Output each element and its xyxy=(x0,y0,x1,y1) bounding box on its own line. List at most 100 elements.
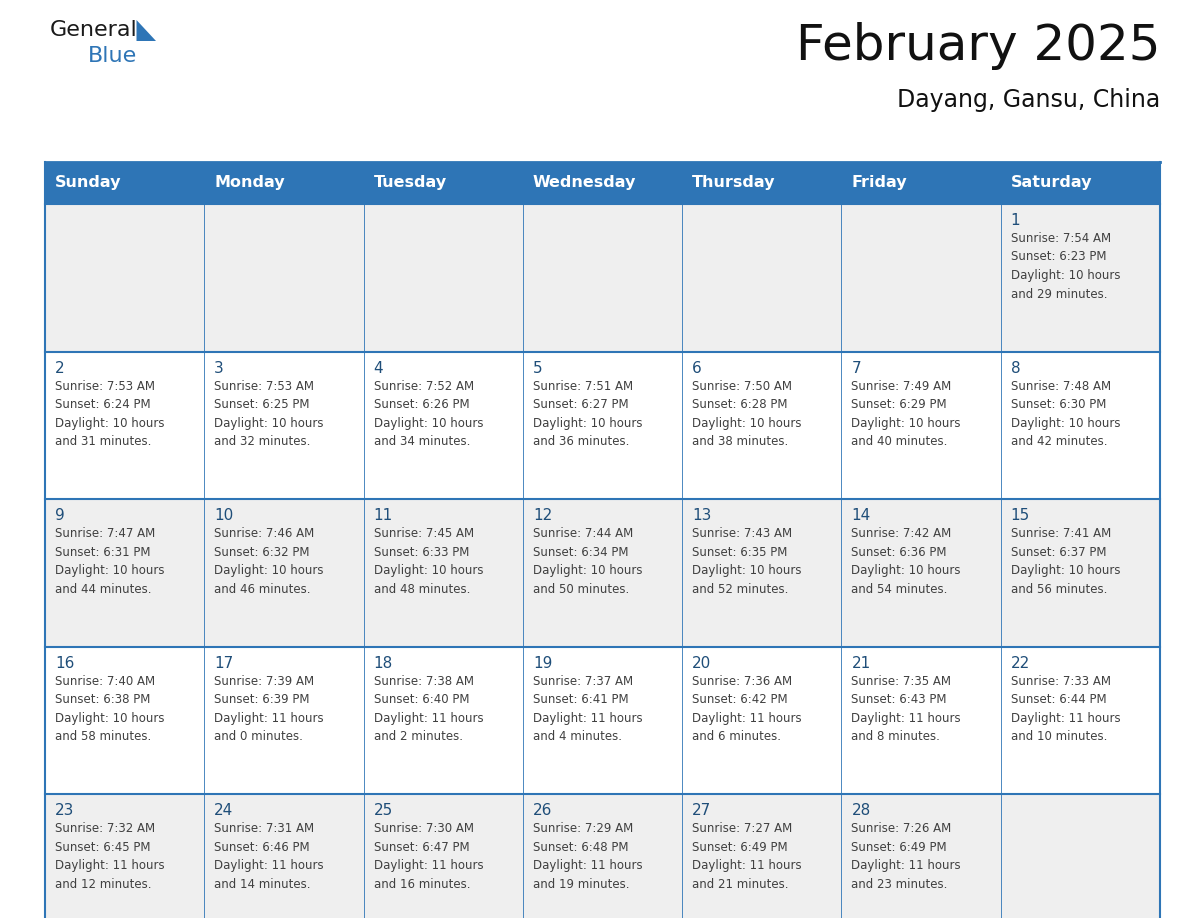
Text: Sunset: 6:27 PM: Sunset: 6:27 PM xyxy=(533,398,628,411)
Text: 7: 7 xyxy=(852,361,861,375)
Text: Sunset: 6:26 PM: Sunset: 6:26 PM xyxy=(373,398,469,411)
Bar xyxy=(45,794,1159,918)
Text: Sunrise: 7:36 AM: Sunrise: 7:36 AM xyxy=(693,675,792,688)
Text: Daylight: 10 hours: Daylight: 10 hours xyxy=(55,417,164,430)
Text: Sunset: 6:41 PM: Sunset: 6:41 PM xyxy=(533,693,628,706)
Text: Sunrise: 7:53 AM: Sunrise: 7:53 AM xyxy=(55,380,154,393)
Text: Sunset: 6:37 PM: Sunset: 6:37 PM xyxy=(1011,545,1106,559)
Text: Daylight: 10 hours: Daylight: 10 hours xyxy=(214,417,324,430)
Text: and 19 minutes.: and 19 minutes. xyxy=(533,878,630,890)
Text: Sunrise: 7:37 AM: Sunrise: 7:37 AM xyxy=(533,675,633,688)
Text: Sunset: 6:49 PM: Sunset: 6:49 PM xyxy=(852,841,947,854)
Text: Sunset: 6:47 PM: Sunset: 6:47 PM xyxy=(373,841,469,854)
Text: 4: 4 xyxy=(373,361,384,375)
Text: Sunset: 6:28 PM: Sunset: 6:28 PM xyxy=(693,398,788,411)
Text: Daylight: 10 hours: Daylight: 10 hours xyxy=(693,417,802,430)
Text: 28: 28 xyxy=(852,803,871,819)
Text: Sunset: 6:33 PM: Sunset: 6:33 PM xyxy=(373,545,469,559)
Text: Daylight: 10 hours: Daylight: 10 hours xyxy=(55,711,164,725)
Text: and 58 minutes.: and 58 minutes. xyxy=(55,731,151,744)
Text: and 38 minutes.: and 38 minutes. xyxy=(693,435,789,448)
Text: and 50 minutes.: and 50 minutes. xyxy=(533,583,630,596)
Text: Daylight: 10 hours: Daylight: 10 hours xyxy=(1011,565,1120,577)
Text: Sunset: 6:43 PM: Sunset: 6:43 PM xyxy=(852,693,947,706)
Text: Sunrise: 7:27 AM: Sunrise: 7:27 AM xyxy=(693,823,792,835)
Text: and 54 minutes.: and 54 minutes. xyxy=(852,583,948,596)
Text: Sunrise: 7:48 AM: Sunrise: 7:48 AM xyxy=(1011,380,1111,393)
Text: and 32 minutes.: and 32 minutes. xyxy=(214,435,310,448)
Text: and 6 minutes.: and 6 minutes. xyxy=(693,731,782,744)
Text: Daylight: 10 hours: Daylight: 10 hours xyxy=(533,565,643,577)
Text: Daylight: 11 hours: Daylight: 11 hours xyxy=(373,711,484,725)
Text: 6: 6 xyxy=(693,361,702,375)
Text: Sunset: 6:36 PM: Sunset: 6:36 PM xyxy=(852,545,947,559)
Text: 8: 8 xyxy=(1011,361,1020,375)
Text: Sunrise: 7:33 AM: Sunrise: 7:33 AM xyxy=(1011,675,1111,688)
Text: Sunrise: 7:29 AM: Sunrise: 7:29 AM xyxy=(533,823,633,835)
Text: 21: 21 xyxy=(852,655,871,671)
Text: Daylight: 11 hours: Daylight: 11 hours xyxy=(214,711,324,725)
Text: Sunrise: 7:54 AM: Sunrise: 7:54 AM xyxy=(1011,232,1111,245)
Text: Sunrise: 7:51 AM: Sunrise: 7:51 AM xyxy=(533,380,633,393)
Text: 19: 19 xyxy=(533,655,552,671)
Text: 11: 11 xyxy=(373,509,393,523)
Text: Sunset: 6:30 PM: Sunset: 6:30 PM xyxy=(1011,398,1106,411)
Text: and 2 minutes.: and 2 minutes. xyxy=(373,731,462,744)
Text: Sunset: 6:40 PM: Sunset: 6:40 PM xyxy=(373,693,469,706)
Text: Friday: Friday xyxy=(852,175,908,191)
Text: Sunset: 6:31 PM: Sunset: 6:31 PM xyxy=(55,545,151,559)
Text: 10: 10 xyxy=(214,509,234,523)
Text: Daylight: 11 hours: Daylight: 11 hours xyxy=(852,711,961,725)
Text: Daylight: 10 hours: Daylight: 10 hours xyxy=(852,417,961,430)
Text: 12: 12 xyxy=(533,509,552,523)
Text: Sunset: 6:49 PM: Sunset: 6:49 PM xyxy=(693,841,788,854)
Text: and 34 minutes.: and 34 minutes. xyxy=(373,435,470,448)
Text: Daylight: 11 hours: Daylight: 11 hours xyxy=(852,859,961,872)
Text: Sunset: 6:32 PM: Sunset: 6:32 PM xyxy=(214,545,310,559)
Text: 27: 27 xyxy=(693,803,712,819)
Text: General: General xyxy=(50,20,138,40)
Text: Sunrise: 7:52 AM: Sunrise: 7:52 AM xyxy=(373,380,474,393)
Text: 22: 22 xyxy=(1011,655,1030,671)
Text: Daylight: 10 hours: Daylight: 10 hours xyxy=(533,417,643,430)
Text: Daylight: 11 hours: Daylight: 11 hours xyxy=(214,859,324,872)
Text: and 29 minutes.: and 29 minutes. xyxy=(1011,287,1107,300)
Text: Sunrise: 7:42 AM: Sunrise: 7:42 AM xyxy=(852,527,952,540)
Text: Blue: Blue xyxy=(88,46,138,66)
Bar xyxy=(45,647,1159,794)
Text: Daylight: 10 hours: Daylight: 10 hours xyxy=(214,565,324,577)
Text: Sunrise: 7:26 AM: Sunrise: 7:26 AM xyxy=(852,823,952,835)
Bar xyxy=(45,499,1159,647)
Text: Daylight: 11 hours: Daylight: 11 hours xyxy=(373,859,484,872)
Text: and 56 minutes.: and 56 minutes. xyxy=(1011,583,1107,596)
Text: Sunset: 6:25 PM: Sunset: 6:25 PM xyxy=(214,398,310,411)
Text: Sunday: Sunday xyxy=(55,175,121,191)
Text: Daylight: 11 hours: Daylight: 11 hours xyxy=(693,711,802,725)
Text: Sunrise: 7:35 AM: Sunrise: 7:35 AM xyxy=(852,675,952,688)
Text: 23: 23 xyxy=(55,803,75,819)
Text: 20: 20 xyxy=(693,655,712,671)
Text: and 46 minutes.: and 46 minutes. xyxy=(214,583,311,596)
Text: Sunrise: 7:31 AM: Sunrise: 7:31 AM xyxy=(214,823,315,835)
Text: and 44 minutes.: and 44 minutes. xyxy=(55,583,152,596)
Text: and 0 minutes.: and 0 minutes. xyxy=(214,731,303,744)
Text: 24: 24 xyxy=(214,803,234,819)
Text: 13: 13 xyxy=(693,509,712,523)
Text: and 4 minutes.: and 4 minutes. xyxy=(533,731,621,744)
Text: 2: 2 xyxy=(55,361,64,375)
Text: 18: 18 xyxy=(373,655,393,671)
Text: 15: 15 xyxy=(1011,509,1030,523)
Text: Sunrise: 7:39 AM: Sunrise: 7:39 AM xyxy=(214,675,315,688)
Text: 14: 14 xyxy=(852,509,871,523)
Text: Sunrise: 7:32 AM: Sunrise: 7:32 AM xyxy=(55,823,156,835)
Text: Wednesday: Wednesday xyxy=(533,175,637,191)
Text: 5: 5 xyxy=(533,361,543,375)
Text: Daylight: 10 hours: Daylight: 10 hours xyxy=(373,417,484,430)
Text: Sunrise: 7:30 AM: Sunrise: 7:30 AM xyxy=(373,823,474,835)
Bar xyxy=(45,352,1159,499)
Text: Sunset: 6:38 PM: Sunset: 6:38 PM xyxy=(55,693,151,706)
Text: and 8 minutes.: and 8 minutes. xyxy=(852,731,941,744)
Text: 9: 9 xyxy=(55,509,65,523)
Text: Sunrise: 7:38 AM: Sunrise: 7:38 AM xyxy=(373,675,474,688)
Text: Daylight: 11 hours: Daylight: 11 hours xyxy=(1011,711,1120,725)
